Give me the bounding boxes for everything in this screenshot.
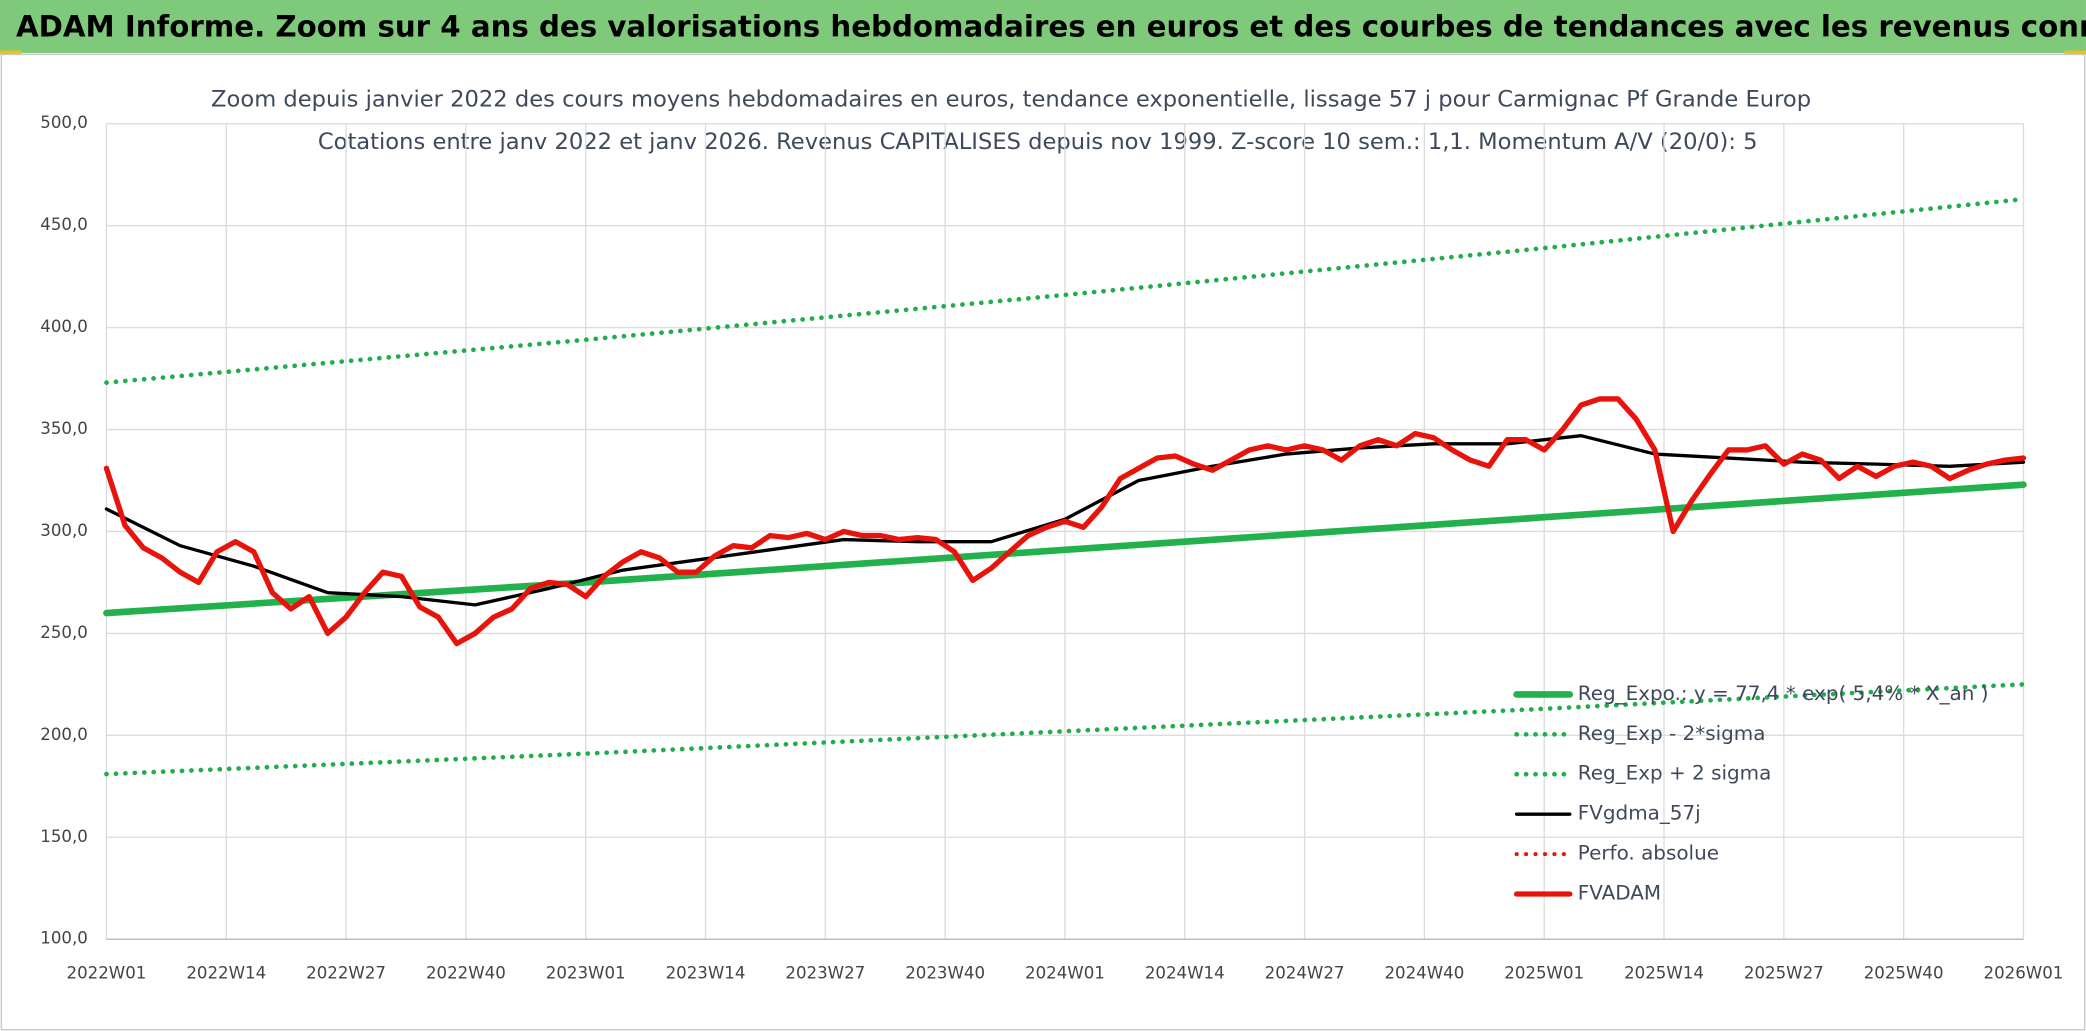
x-tick-label: 2022W27 <box>306 963 386 982</box>
x-tick-label: 2024W14 <box>1145 963 1225 982</box>
y-tick-label: 150,0 <box>40 827 88 846</box>
legend-label: Reg_Exp + 2 sigma <box>1578 761 1772 785</box>
x-tick-label: 2024W40 <box>1384 963 1464 982</box>
chart-frame <box>0 53 2086 1031</box>
x-tick-label: 2023W40 <box>905 963 985 982</box>
series-line <box>104 196 2026 385</box>
y-tick-label: 350,0 <box>40 419 88 438</box>
legend-label: FVADAM <box>1578 880 1661 904</box>
y-tick-label: 400,0 <box>40 317 88 336</box>
chart-subtitle: Cotations entre janv 2022 et janv 2026. … <box>318 129 1758 155</box>
y-tick-label: 450,0 <box>40 215 88 234</box>
header-bar <box>0 0 2086 54</box>
x-tick-label: 2025W40 <box>1864 963 1944 982</box>
grid <box>105 123 2025 940</box>
legend-label: FVgdma_57j <box>1578 801 1701 825</box>
corner <box>0 50 22 55</box>
y-tick-label: 300,0 <box>40 521 88 540</box>
series-line <box>104 681 2026 777</box>
legend-label: Reg_Exp - 2*sigma <box>1578 721 1766 745</box>
legend-label: Reg_Expo.: y = 77,4 * exp( 5,4% * X_an ) <box>1578 681 1989 705</box>
legend-label: Perfo. absolue <box>1578 841 1719 865</box>
series-line <box>103 481 2027 617</box>
x-tick-label: 2023W27 <box>785 963 865 982</box>
y-tick-label: 250,0 <box>40 623 88 642</box>
chart-title: Zoom depuis janvier 2022 des cours moyen… <box>211 86 1811 112</box>
x-tick-label: 2026W01 <box>1984 963 2064 982</box>
y-tick-label: 100,0 <box>40 929 88 948</box>
x-tick-label: 2023W01 <box>546 963 626 982</box>
header-title: ADAM Informe. Zoom sur 4 ans des valoris… <box>16 9 2086 43</box>
y-tick-label: 200,0 <box>40 725 88 744</box>
x-tick-label: 2022W40 <box>426 963 506 982</box>
series-line <box>103 396 2027 647</box>
x-tick-label: 2025W01 <box>1504 963 1584 982</box>
x-tick-label: 2022W01 <box>67 963 147 982</box>
x-tick-label: 2024W01 <box>1025 963 1105 982</box>
x-tick-label: 2022W14 <box>186 963 266 982</box>
y-tick-label: 500,0 <box>40 113 88 132</box>
x-tick-label: 2023W14 <box>666 963 746 982</box>
x-tick-label: 2025W27 <box>1744 963 1824 982</box>
x-tick-label: 2025W14 <box>1624 963 1704 982</box>
corner <box>2064 50 2086 55</box>
x-tick-label: 2024W27 <box>1265 963 1345 982</box>
